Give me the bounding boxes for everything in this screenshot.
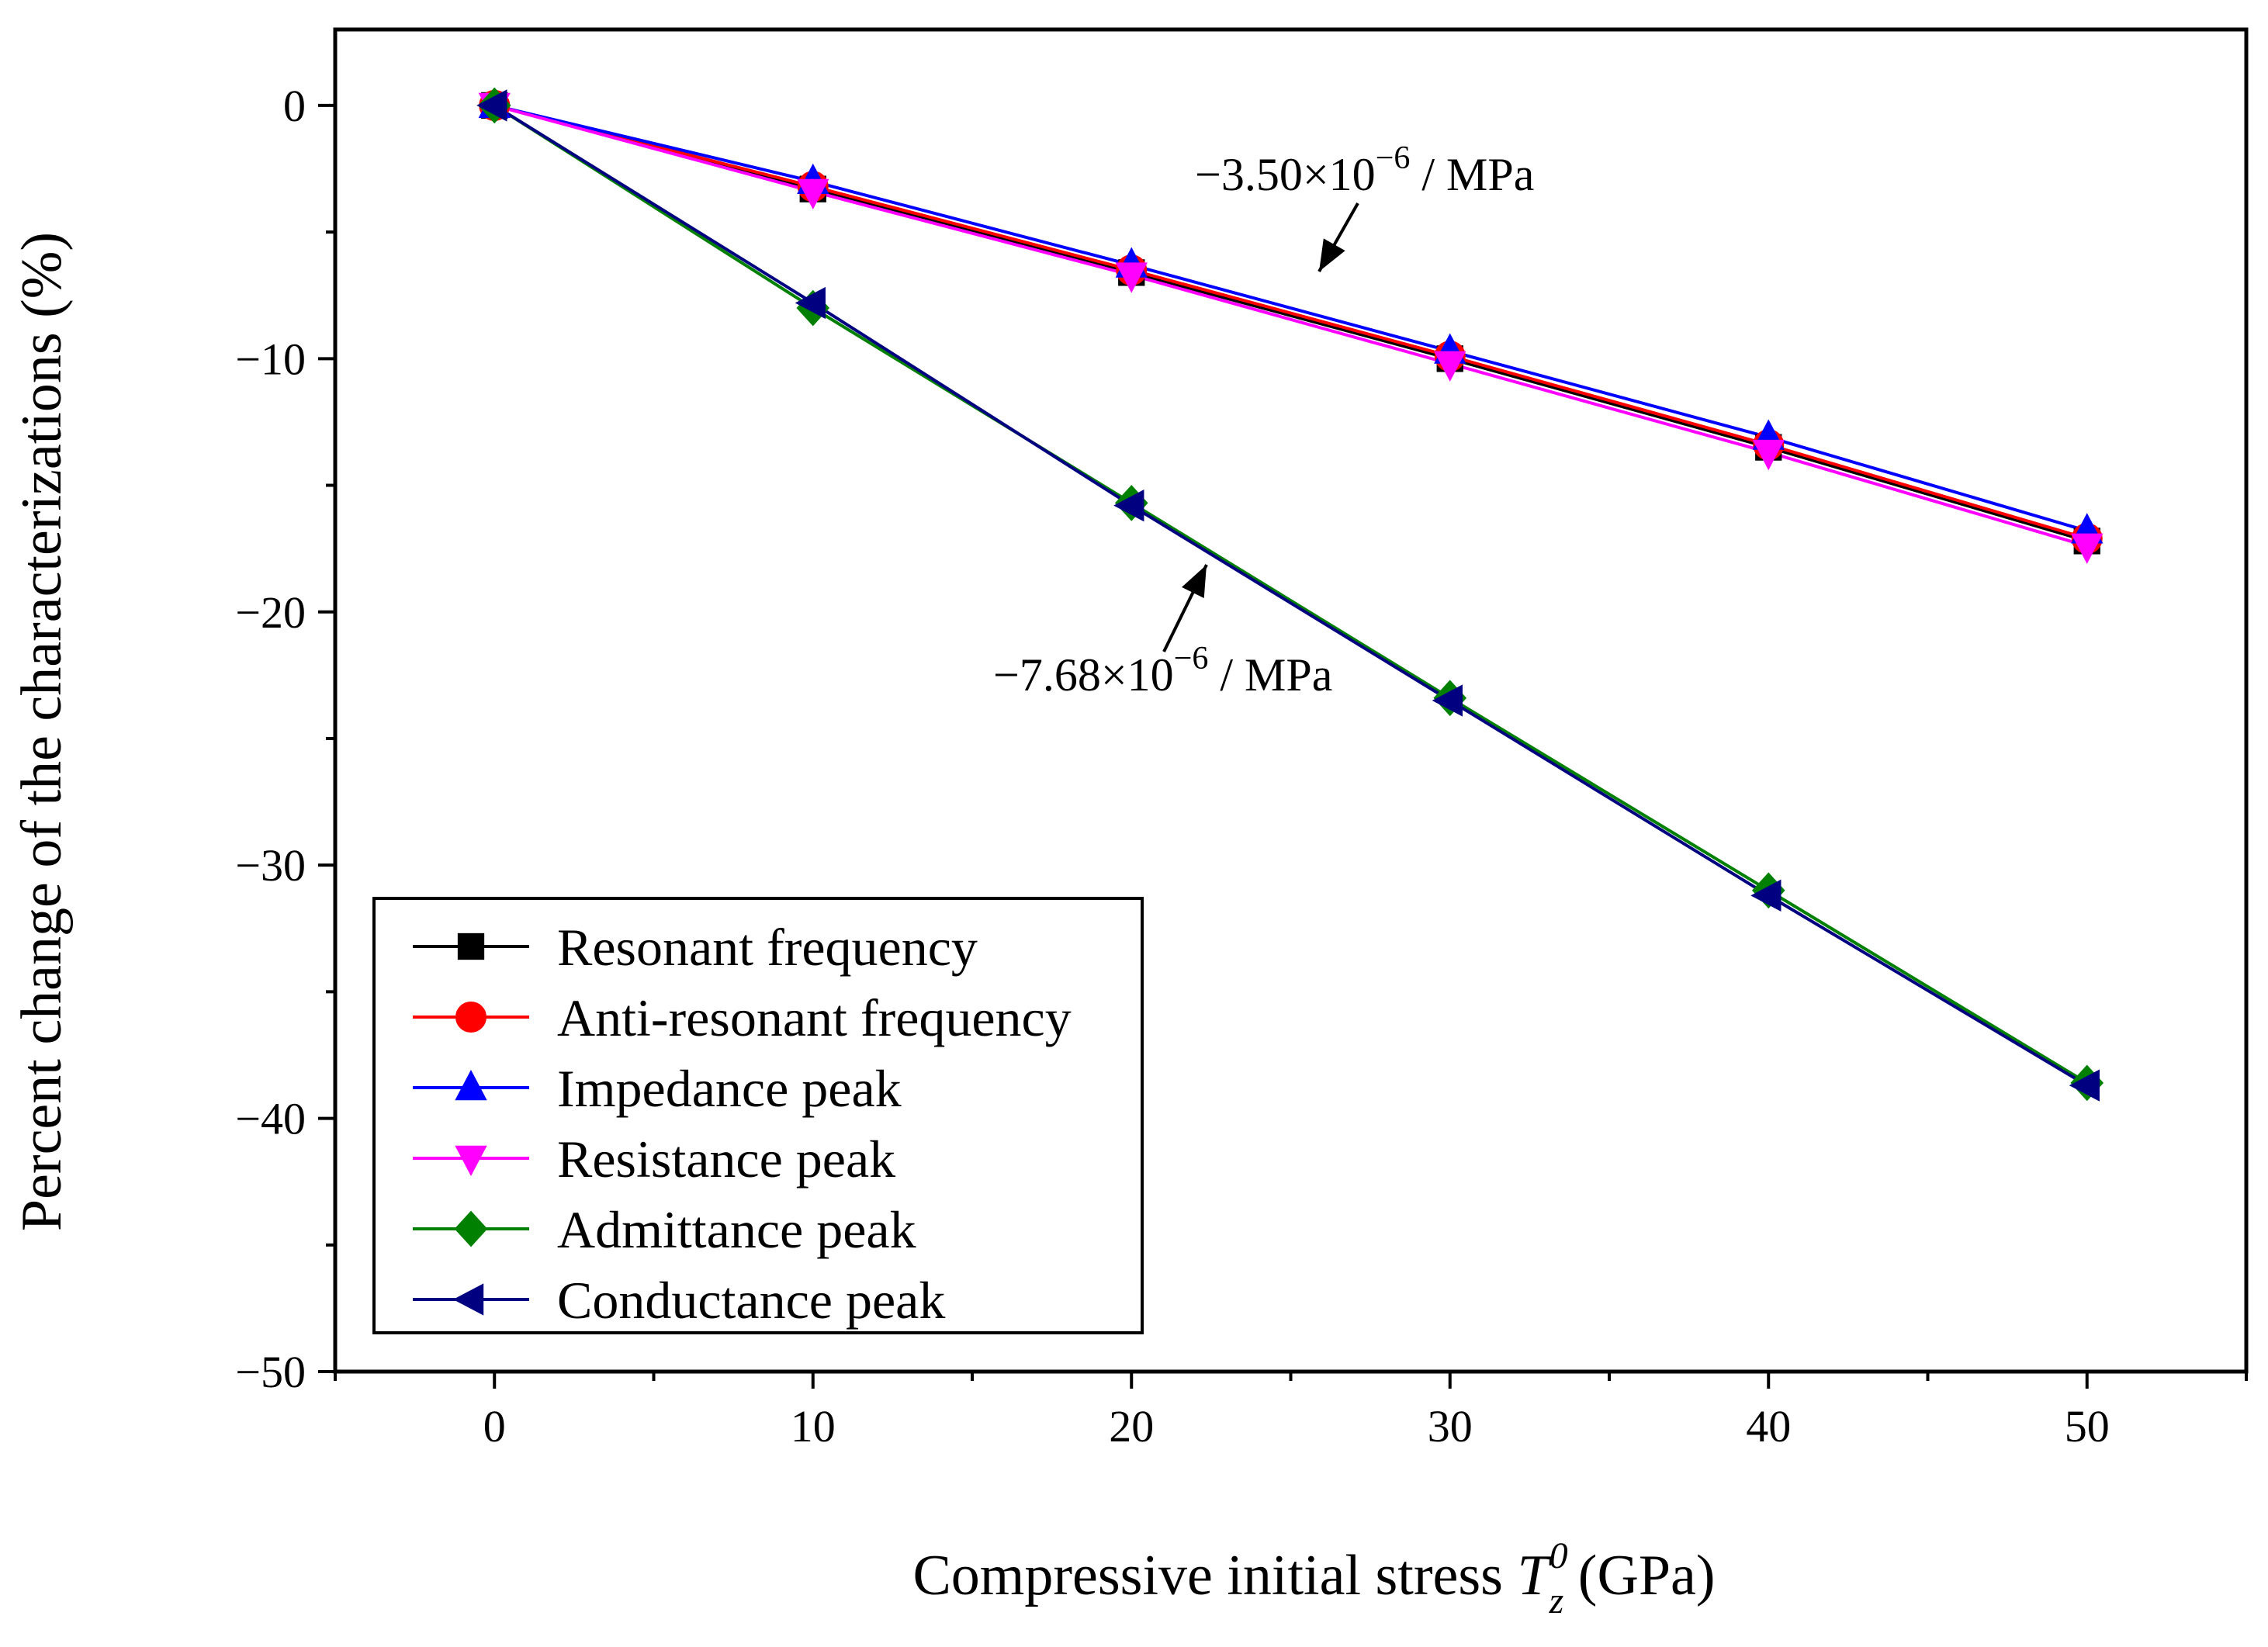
marker-layer <box>476 87 2104 1102</box>
x-axis-title-prefix: Compressive initial stress <box>912 1544 1517 1607</box>
y-tick-label: −10 <box>235 334 306 384</box>
series-line-admittance-peak <box>493 104 2088 1085</box>
data-point-conductance-peak <box>795 286 826 320</box>
x-tick-label: 50 <box>2065 1401 2110 1452</box>
data-point-resistance-peak <box>2071 533 2104 564</box>
legend-label-resonant-frequency: Resonant frequency <box>557 918 978 977</box>
legend-marker-admittance-peak <box>454 1210 488 1247</box>
legend-label-impedance-peak: Impedance peak <box>557 1059 902 1118</box>
legend-marker-anti-resonant-frequency <box>455 1002 486 1033</box>
data-point-resistance-peak <box>797 178 829 209</box>
series-line-resistance-peak <box>493 103 2088 548</box>
legend-marker-impedance-peak <box>455 1069 487 1101</box>
x-axis-title-superscript: 0 <box>1550 1535 1568 1576</box>
legend-label-resistance-peak: Resistance peak <box>557 1130 895 1189</box>
x-tick-label: 40 <box>1746 1401 1791 1452</box>
x-axis-title: Compressive initial stress T0 z (GPa) <box>912 1535 1715 1621</box>
upper-annotation-arrow-head <box>1319 238 1345 272</box>
slope-annotation-upper: −3.50×10−6 / MPa <box>1195 140 1534 200</box>
slope-annotation-upper-unit: / MPa <box>1410 149 1534 200</box>
data-point-conductance-peak <box>476 89 507 122</box>
legend: Resonant frequency Anti-resonant frequenc… <box>372 897 1144 1334</box>
slope-annotation-lower-base: −7.68×10 <box>993 649 1174 701</box>
legend-label-admittance-peak: Admittance peak <box>557 1200 916 1259</box>
series-line-conductance-peak <box>493 104 2088 1087</box>
slope-annotation-lower-exponent: −6 <box>1174 641 1209 676</box>
y-axis-title: Percent change of the characterizations … <box>10 232 74 1231</box>
y-tick-label: −40 <box>235 1094 306 1144</box>
slope-annotation-upper-base: −3.50×10 <box>1195 149 1376 200</box>
series-line-anti-resonant-frequency <box>493 103 2088 541</box>
x-axis-title-symbol: T <box>1517 1544 1553 1607</box>
data-point-conductance-peak <box>1113 490 1144 522</box>
x-tick-label: 0 <box>483 1401 506 1452</box>
slope-annotation-lower-unit: / MPa <box>1208 649 1332 701</box>
data-point-resistance-peak <box>1434 351 1466 382</box>
series-line-resonant-frequency <box>493 103 2088 543</box>
tick-layer: 0 10 20 30 40 50 0 −10 −20 −30 −40 −50 <box>235 81 2248 1452</box>
data-point-conductance-peak <box>2069 1069 2100 1102</box>
legend-marker-conductance-peak <box>452 1283 484 1316</box>
lower-annotation-arrow-head <box>1182 565 1207 598</box>
y-tick-label: −50 <box>235 1347 306 1397</box>
x-axis-title-suffix: (GPa) <box>1563 1544 1715 1607</box>
slope-annotation-lower: −7.68×10−6 / MPa <box>993 641 1332 701</box>
legend-label-anti-resonant-frequency: Anti-resonant frequency <box>557 988 1072 1047</box>
legend-marker-resistance-peak <box>455 1145 487 1177</box>
x-axis-title-subscript: z <box>1549 1580 1564 1621</box>
data-point-resistance-peak <box>1752 439 1785 471</box>
plot-frame <box>333 27 2249 1374</box>
data-point-conductance-peak <box>1750 879 1782 912</box>
y-tick-label: −20 <box>235 587 306 638</box>
legend-box <box>372 897 1144 1334</box>
legend-marker-resonant-frequency <box>457 932 485 960</box>
x-tick-label: 20 <box>1109 1401 1154 1452</box>
y-tick-label: −30 <box>235 840 306 891</box>
y-tick-label: 0 <box>283 81 306 131</box>
legend-label-conductance-peak: Conductance peak <box>557 1271 945 1330</box>
slope-annotation-upper-exponent: −6 <box>1376 140 1411 176</box>
annotation-arrows <box>1162 202 1359 652</box>
series-line-impedance-peak <box>493 103 2088 533</box>
data-point-resistance-peak <box>1115 262 1148 293</box>
x-tick-label: 30 <box>1428 1401 1473 1452</box>
x-tick-label: 10 <box>791 1401 836 1452</box>
data-point-conductance-peak <box>1432 684 1463 717</box>
series-layer <box>493 103 2088 1087</box>
